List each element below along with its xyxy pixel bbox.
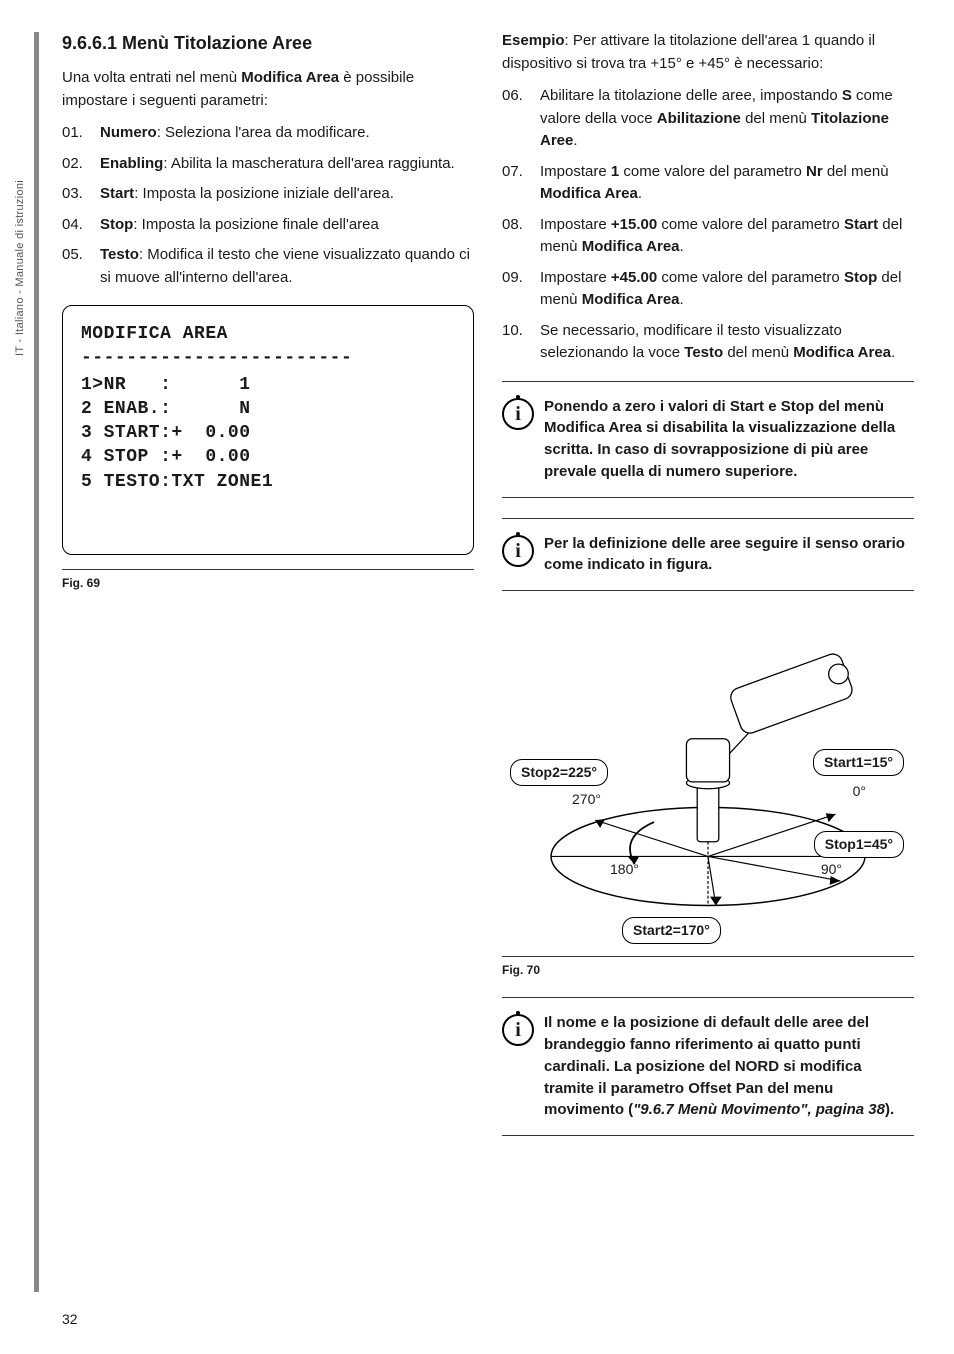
section-heading: 9.6.6.1 Menù Titolazione Aree <box>62 30 474 57</box>
list-item: 03. Start: Imposta la posizione iniziale … <box>62 183 474 206</box>
figure-label-70: Fig. 70 <box>502 956 914 979</box>
osd-line: 3 START:+ 0.00 <box>81 421 455 445</box>
item-number: 09. <box>502 267 528 312</box>
item-text: : Seleziona l'area da modificare. <box>157 124 370 141</box>
list-item: 05. Testo: Modifica il testo che viene vi… <box>62 244 474 289</box>
side-accent-bar <box>34 32 39 1292</box>
info-text-1: Ponendo a zero i valori di Start e Stop … <box>544 396 914 483</box>
item-number: 10. <box>502 320 528 365</box>
camera-diagram: Stop2=225° Start1=15° Stop1=45° Start2=1… <box>502 621 914 942</box>
example-paragraph: Esempio: Per attivare la titolazione del… <box>502 30 914 75</box>
list-item: 04. Stop: Imposta la posizione finale del… <box>62 214 474 237</box>
label-start2: Start2=170° <box>622 917 721 944</box>
item-number: 02. <box>62 153 88 176</box>
osd-line: 2 ENAB.: N <box>81 397 455 421</box>
left-column: 9.6.6.1 Menù Titolazione Aree Una volta … <box>62 30 474 1142</box>
osd-line: 4 STOP :+ 0.00 <box>81 445 455 469</box>
item-number: 06. <box>502 85 528 153</box>
item-number: 07. <box>502 161 528 206</box>
item-text: : Abilita la mascheratura dell'area ragg… <box>163 155 454 172</box>
separator <box>502 381 914 382</box>
angle-270: 270° <box>572 789 601 810</box>
osd-title: MODIFICA AREA <box>81 322 455 346</box>
item-label: Testo <box>100 246 139 263</box>
list-item: 02. Enabling: Abilita la mascheratura del… <box>62 153 474 176</box>
label-start1: Start1=15° <box>813 749 904 776</box>
separator <box>502 590 914 591</box>
item-label: Stop <box>100 216 133 233</box>
list-item: 07.Impostare 1 come valore del parametro… <box>502 161 914 206</box>
page-number: 32 <box>62 1309 78 1330</box>
info-text-3: Il nome e la posizione di default delle … <box>544 1012 914 1121</box>
info-icon: i <box>502 1014 534 1046</box>
label-stop2: Stop2=225° <box>510 759 608 786</box>
item-text: : Modifica il testo che viene visualizza… <box>100 246 470 286</box>
osd-preview-box: MODIFICA AREA ------------------------ 1… <box>62 305 474 555</box>
steps-list: 06.Abilitare la titolazione delle aree, … <box>502 85 914 365</box>
item-number: 08. <box>502 214 528 259</box>
item-number: 03. <box>62 183 88 206</box>
osd-lines: 1>NR : 12 ENAB.: N3 START:+ 0.004 STOP :… <box>81 373 455 494</box>
item-number: 01. <box>62 122 88 145</box>
info-block-1: i Ponendo a zero i valori di Start e Sto… <box>502 396 914 483</box>
item-text: : Imposta la posizione iniziale dell'are… <box>134 185 394 202</box>
parameter-list: 01. Numero: Seleziona l'area da modificar… <box>62 122 474 289</box>
info-text-2: Per la definizione delle aree seguire il… <box>544 533 914 577</box>
list-item: 10.Se necessario, modificare il testo vi… <box>502 320 914 365</box>
separator <box>502 518 914 519</box>
right-column: Esempio: Per attivare la titolazione del… <box>502 30 914 1142</box>
info-block-2: i Per la definizione delle aree seguire … <box>502 533 914 577</box>
angle-180: 180° <box>610 859 639 880</box>
item-label: Enabling <box>100 155 163 172</box>
list-item: 09.Impostare +45.00 come valore del para… <box>502 267 914 312</box>
separator <box>502 1135 914 1136</box>
separator <box>502 497 914 498</box>
info-block-3: i Il nome e la posizione di default dell… <box>502 1012 914 1121</box>
info-icon: i <box>502 535 534 567</box>
intro-paragraph: Una volta entrati nel menù Modifica Area… <box>62 67 474 112</box>
osd-separator: ------------------------ <box>81 346 455 370</box>
osd-line: 1>NR : 1 <box>81 373 455 397</box>
list-item: 01. Numero: Seleziona l'area da modificar… <box>62 122 474 145</box>
item-label: Start <box>100 185 134 202</box>
item-number: 04. <box>62 214 88 237</box>
info-icon: i <box>502 398 534 430</box>
figure-label-69: Fig. 69 <box>62 569 474 592</box>
side-language-tab: IT - Italiano - Manuale di istruzioni <box>12 180 29 356</box>
separator <box>502 997 914 998</box>
label-stop1: Stop1=45° <box>814 831 904 858</box>
osd-line: 5 TESTO:TXT ZONE1 <box>81 470 455 494</box>
list-item: 06.Abilitare la titolazione delle aree, … <box>502 85 914 153</box>
item-number: 05. <box>62 244 88 289</box>
item-text: : Imposta la posizione finale dell'area <box>133 216 379 233</box>
cross-reference-link[interactable]: "9.6.7 Menù Movimento", pagina 38 <box>633 1101 885 1118</box>
item-label: Numero <box>100 124 157 141</box>
angle-0: 0° <box>853 781 866 802</box>
angle-90: 90° <box>821 859 842 880</box>
list-item: 08.Impostare +15.00 come valore del para… <box>502 214 914 259</box>
